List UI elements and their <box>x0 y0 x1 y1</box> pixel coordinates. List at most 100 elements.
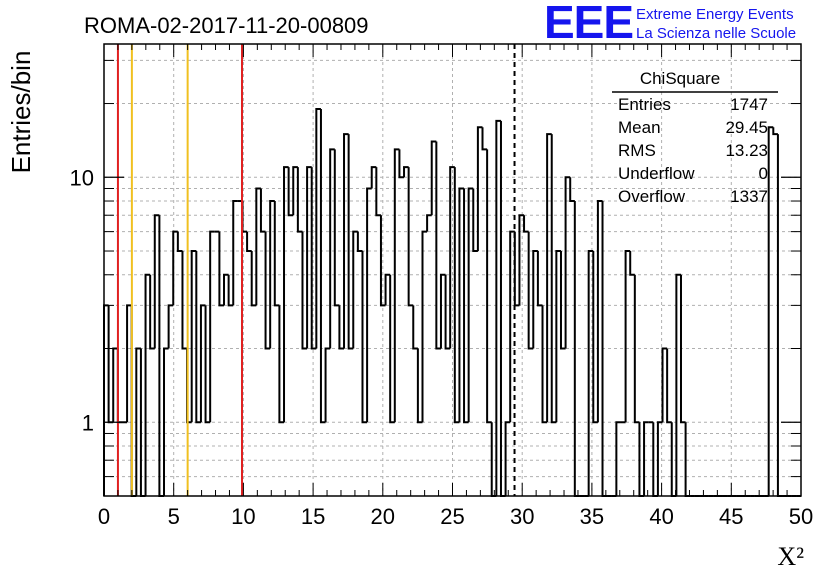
histogram-bin <box>439 273 446 349</box>
histogram-bin <box>393 148 400 423</box>
histogram-bin <box>209 230 215 423</box>
histogram-bin <box>255 187 261 306</box>
histogram-bin <box>352 230 358 349</box>
histogram-bin <box>495 119 501 496</box>
histogram-bin <box>518 214 525 306</box>
x-tick-label: 50 <box>789 504 813 529</box>
histogram-bin <box>679 274 686 424</box>
histogram-bin <box>643 421 649 496</box>
histogram-bin <box>486 149 492 424</box>
stats-label-mean: Mean <box>618 118 661 137</box>
histogram-bin <box>546 133 552 423</box>
histogram-bin <box>144 273 151 496</box>
histogram-bin <box>426 214 432 232</box>
histogram-bin <box>776 134 783 497</box>
histogram-bin <box>555 250 561 423</box>
histogram-bin <box>587 250 594 496</box>
histogram-bin <box>412 305 418 350</box>
histogram-bin <box>592 251 598 424</box>
histogram-bin <box>430 140 437 216</box>
y-axis-label: Entries/bin <box>6 51 36 174</box>
histogram-bin <box>476 126 483 252</box>
histogram-bin <box>356 231 363 253</box>
histogram-bin <box>287 167 294 217</box>
histogram-bin <box>315 107 321 349</box>
histogram-bin <box>453 167 460 424</box>
histogram-bin <box>278 305 285 424</box>
histogram-bin <box>310 167 317 350</box>
histogram-bin <box>767 126 774 496</box>
histogram-bin <box>273 201 280 307</box>
x-tick-label: 10 <box>231 504 255 529</box>
histogram-bin <box>472 188 478 253</box>
histogram-bin <box>195 251 201 424</box>
histogram-bin <box>481 127 488 151</box>
histogram-bin <box>444 274 451 350</box>
histogram-bin <box>772 127 778 136</box>
stats-title: ChiSquare <box>640 69 720 88</box>
histogram-bin <box>624 250 631 423</box>
histogram-bin <box>463 188 469 424</box>
histogram-bin <box>398 149 405 179</box>
histogram-bin <box>559 251 566 350</box>
x-tick-label: 40 <box>649 504 673 529</box>
x-tick-label: 0 <box>98 504 110 529</box>
histogram-bin <box>523 215 529 233</box>
histogram-bin <box>292 166 298 216</box>
y-tick-label: 10 <box>70 165 94 190</box>
histogram-bin <box>181 251 188 350</box>
histogram-bin <box>204 305 211 424</box>
histogram-bin <box>407 167 414 307</box>
histogram-bin <box>167 304 174 349</box>
stats-value-entries: 1747 <box>730 95 768 114</box>
histogram-bin <box>264 231 271 350</box>
histogram-bin <box>379 215 386 307</box>
histogram-bin <box>232 200 238 306</box>
histogram-bin <box>467 187 474 423</box>
stats-box: ChiSquare Entries 1747 Mean 29.45 RMS 13… <box>612 69 778 206</box>
y-tick-label: 1 <box>82 410 94 435</box>
stats-value-overflow: 1337 <box>730 187 768 206</box>
histogram-bin <box>569 177 575 203</box>
histogram-bin <box>190 250 197 423</box>
x-tick-label: 45 <box>719 504 743 529</box>
run-title: ROMA-02-2017-11-20-00809 <box>84 13 369 38</box>
histogram-bin <box>449 166 455 349</box>
histogram-bin <box>172 230 178 306</box>
histogram-bin <box>347 134 354 350</box>
logo-line-1: Extreme Energy Events <box>636 6 794 23</box>
histogram-bin <box>541 305 548 424</box>
histogram-bin <box>223 273 229 306</box>
x-tick-label: 25 <box>440 504 464 529</box>
histogram-bin <box>269 200 275 349</box>
histogram-bin <box>306 166 312 349</box>
grid-lines <box>104 44 801 496</box>
histogram-bin <box>375 167 381 217</box>
stats-label-entries: Entries <box>618 95 671 114</box>
histogram-bin <box>421 230 428 423</box>
histogram-bin <box>218 231 225 307</box>
histogram-bin <box>153 214 160 349</box>
histogram-bin <box>564 176 571 349</box>
axis-ticks <box>103 44 802 496</box>
stats-value-rms: 13.23 <box>725 141 768 160</box>
x-tick-label: 20 <box>371 504 395 529</box>
histogram-bin <box>283 166 289 423</box>
histogram-bin <box>135 347 141 496</box>
histogram-bin <box>227 274 234 307</box>
marker-lines <box>116 44 516 496</box>
histogram-bin <box>504 421 511 496</box>
x-tick-label: 15 <box>301 504 325 529</box>
histogram-bin <box>403 166 409 178</box>
histogram-bin <box>259 188 266 233</box>
histogram-bin <box>329 148 335 349</box>
histogram-bin <box>458 187 465 423</box>
histogram-bin <box>241 201 248 233</box>
histogram-bin <box>661 347 668 423</box>
histogram-bin <box>163 347 169 496</box>
stats-value-mean: 29.45 <box>725 118 768 137</box>
histogram-bin <box>199 304 206 423</box>
x-tick-label: 5 <box>168 504 180 529</box>
eee-logo: EEE Extreme Energy Events La Scienza nel… <box>544 0 834 48</box>
